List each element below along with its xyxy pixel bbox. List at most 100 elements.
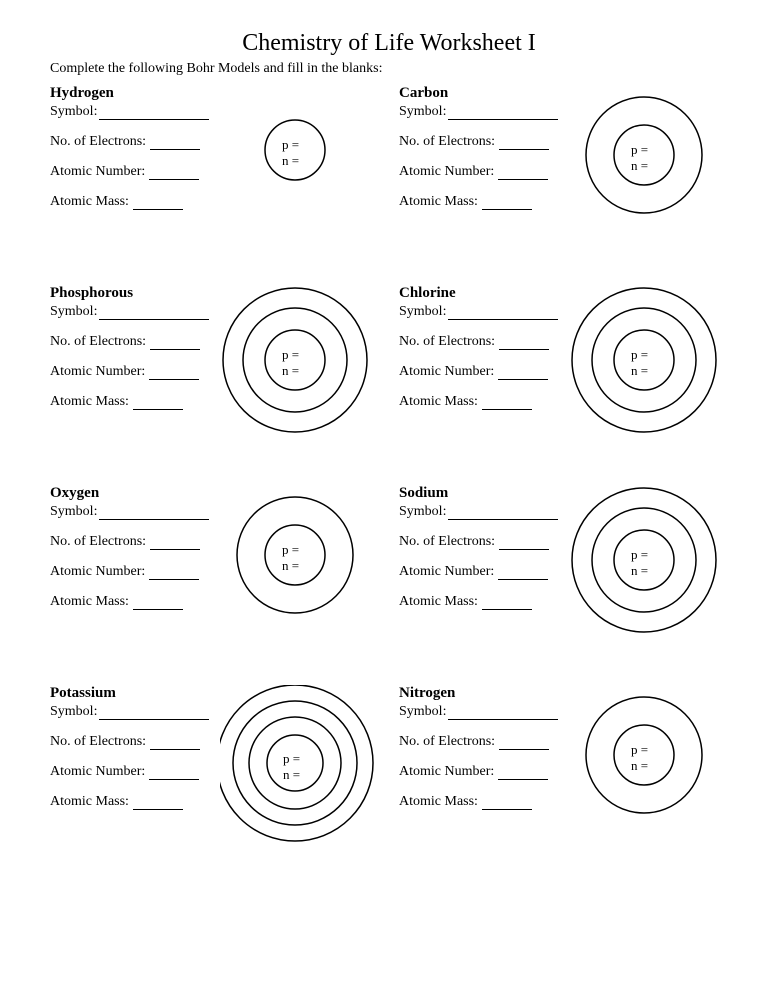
- field-label: Atomic Mass:: [399, 394, 478, 410]
- neutron-label: n =: [283, 767, 300, 783]
- neutron-label: n =: [631, 363, 648, 379]
- element-info: HydrogenSymbol:No. of Electrons:Atomic N…: [50, 85, 220, 224]
- element-info: NitrogenSymbol:No. of Electrons:Atomic N…: [399, 685, 569, 824]
- field-label: No. of Electrons:: [399, 734, 495, 750]
- neutron-label: n =: [631, 563, 648, 579]
- element-block: HydrogenSymbol:No. of Electrons:Atomic N…: [50, 85, 379, 235]
- neutron-label: n =: [631, 758, 648, 774]
- element-block: PotassiumSymbol:No. of Electrons:Atomic …: [50, 685, 379, 835]
- blank-line[interactable]: [133, 196, 183, 210]
- bohr-svg: [220, 85, 380, 245]
- blank-line[interactable]: [498, 766, 548, 780]
- bohr-diagram: p =n =: [569, 285, 719, 435]
- bohr-diagram: p =n =: [569, 685, 719, 835]
- field-row-symbol: Symbol:: [399, 504, 569, 520]
- blank-line[interactable]: [499, 736, 549, 750]
- element-block: NitrogenSymbol:No. of Electrons:Atomic N…: [399, 685, 728, 835]
- field-row-electrons: No. of Electrons:: [399, 134, 569, 150]
- field-label: No. of Electrons:: [50, 334, 146, 350]
- field-label: Atomic Number:: [50, 364, 145, 380]
- field-row-atomic_number: Atomic Number:: [50, 564, 220, 580]
- blank-line[interactable]: [498, 166, 548, 180]
- field-row-atomic_mass: Atomic Mass:: [399, 794, 569, 810]
- blank-line[interactable]: [482, 596, 532, 610]
- field-label: Atomic Number:: [50, 564, 145, 580]
- blank-line[interactable]: [482, 396, 532, 410]
- field-row-electrons: No. of Electrons:: [399, 734, 569, 750]
- field-row-atomic_mass: Atomic Mass:: [399, 394, 569, 410]
- field-row-symbol: Symbol:: [50, 704, 220, 720]
- field-label: No. of Electrons:: [399, 134, 495, 150]
- field-label: No. of Electrons:: [399, 534, 495, 550]
- proton-label: p =: [282, 347, 299, 363]
- element-name: Chlorine: [399, 285, 569, 302]
- blank-line[interactable]: [482, 196, 532, 210]
- blank-line[interactable]: [499, 136, 549, 150]
- blank-line[interactable]: [133, 796, 183, 810]
- blank-line[interactable]: [448, 306, 558, 320]
- blank-line[interactable]: [149, 566, 199, 580]
- blank-line[interactable]: [498, 366, 548, 380]
- field-row-electrons: No. of Electrons:: [50, 734, 220, 750]
- field-row-symbol: Symbol:: [50, 304, 220, 320]
- element-info: Sodium Symbol: No. of Electrons: Atomic Num…: [399, 485, 569, 624]
- blank-line[interactable]: [150, 736, 200, 750]
- neutron-label: n =: [282, 558, 299, 574]
- proton-label: p =: [282, 137, 299, 153]
- blank-line[interactable]: [448, 706, 558, 720]
- element-info: PotassiumSymbol:No. of Electrons:Atomic …: [50, 685, 220, 824]
- field-row-electrons: No. of Electrons:: [50, 534, 220, 550]
- field-label: Atomic Mass:: [50, 794, 129, 810]
- blank-line[interactable]: [149, 166, 199, 180]
- field-row-electrons: No. of Electrons:: [50, 334, 220, 350]
- bohr-svg: [569, 485, 729, 645]
- field-label: Symbol:: [50, 304, 97, 320]
- element-block: CarbonSymbol:No. of Electrons:Atomic Num…: [399, 85, 728, 235]
- blank-line[interactable]: [448, 506, 558, 520]
- bohr-diagram: p =n =: [569, 85, 719, 235]
- blank-line[interactable]: [482, 796, 532, 810]
- neutron-label: n =: [631, 158, 648, 174]
- blank-line[interactable]: [499, 336, 549, 350]
- field-label: Atomic Number:: [399, 564, 494, 580]
- element-info: ChlorineSymbol:No. of Electrons:Atomic N…: [399, 285, 569, 424]
- blank-line[interactable]: [133, 396, 183, 410]
- field-label: Symbol:: [399, 704, 446, 720]
- blank-line[interactable]: [99, 506, 209, 520]
- blank-line[interactable]: [150, 336, 200, 350]
- blank-line[interactable]: [150, 136, 200, 150]
- field-row-electrons: No. of Electrons:: [399, 534, 569, 550]
- nucleus-labels: p =n =: [282, 347, 299, 378]
- field-label: Atomic Mass:: [399, 194, 478, 210]
- bohr-diagram: p =n =: [220, 285, 370, 435]
- nucleus-labels: p =n =: [631, 347, 648, 378]
- blank-line[interactable]: [99, 306, 209, 320]
- field-row-atomic_mass: Atomic Mass:: [50, 194, 220, 210]
- field-row-electrons: No. of Electrons:: [399, 334, 569, 350]
- element-name: Phosphorous: [50, 285, 220, 302]
- blank-line[interactable]: [499, 536, 549, 550]
- element-name: Carbon: [399, 85, 569, 102]
- blank-line[interactable]: [448, 106, 558, 120]
- nucleus-labels: p =n =: [631, 742, 648, 773]
- blank-line[interactable]: [99, 706, 209, 720]
- blank-line[interactable]: [150, 536, 200, 550]
- field-label: Atomic Number:: [399, 764, 494, 780]
- blank-line[interactable]: [149, 766, 199, 780]
- blank-line[interactable]: [498, 566, 548, 580]
- element-name: Sodium: [399, 485, 569, 502]
- field-row-atomic_number: Atomic Number:: [50, 164, 220, 180]
- field-row-atomic_mass: Atomic Mass:: [50, 794, 220, 810]
- element-block: Sodium Symbol: No. of Electrons: Atomic Num…: [399, 485, 728, 635]
- proton-label: p =: [631, 347, 648, 363]
- proton-label: p =: [631, 742, 648, 758]
- element-name: Hydrogen: [50, 85, 220, 102]
- field-label: Symbol:: [50, 704, 97, 720]
- element-info: OxygenSymbol:No. of Electrons:Atomic Num…: [50, 485, 220, 624]
- field-label: Atomic Mass:: [399, 594, 478, 610]
- blank-line[interactable]: [133, 596, 183, 610]
- proton-label: p =: [282, 542, 299, 558]
- blank-line[interactable]: [99, 106, 209, 120]
- field-row-atomic_number: Atomic Number:: [50, 364, 220, 380]
- blank-line[interactable]: [149, 366, 199, 380]
